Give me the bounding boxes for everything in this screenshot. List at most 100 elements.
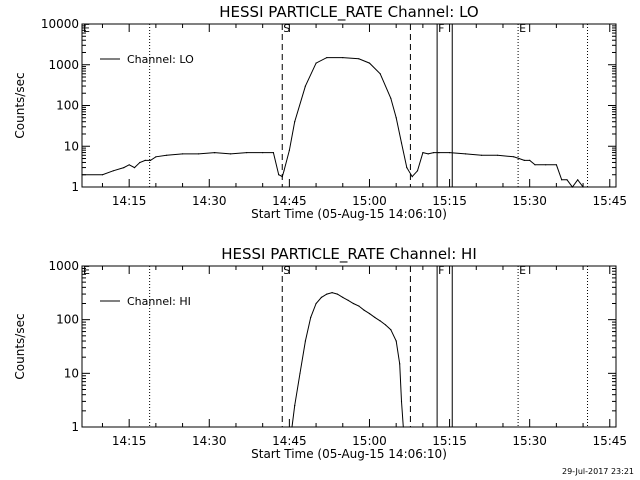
data-point xyxy=(534,164,536,166)
data-point xyxy=(374,316,376,318)
data-point xyxy=(288,149,290,151)
data-point xyxy=(497,154,499,156)
x-tick-label: 15:00 xyxy=(352,434,387,448)
data-point xyxy=(577,179,579,181)
data-point xyxy=(523,159,525,161)
data-point xyxy=(326,57,328,59)
data-point xyxy=(294,405,296,407)
chart-title: HESSI PARTICLE_RATE Channel: LO xyxy=(219,3,478,22)
chart-hi: HESSI PARTICLE_RATE Channel: HI 1 10 100 100… xyxy=(13,245,627,461)
data-point xyxy=(128,164,130,166)
data-point xyxy=(342,296,344,298)
data-point xyxy=(582,186,584,188)
data-point xyxy=(384,324,387,326)
x-tick-label: 14:45 xyxy=(272,194,307,208)
data-point xyxy=(294,121,296,123)
data-point xyxy=(315,62,317,64)
data-point xyxy=(310,316,312,318)
data-point xyxy=(315,302,317,305)
x-tick-label: 15:00 xyxy=(352,194,387,208)
data-point xyxy=(133,167,136,169)
event-marker-label: S xyxy=(283,264,290,277)
data-point xyxy=(368,62,371,64)
x-tick-label: 14:15 xyxy=(112,194,147,208)
data-point xyxy=(230,153,232,155)
data-point xyxy=(144,159,146,161)
data-point xyxy=(331,292,333,294)
x-tick-label: 15:15 xyxy=(432,194,467,208)
data-point xyxy=(214,152,216,154)
data-point xyxy=(399,363,401,365)
data-point xyxy=(379,320,381,322)
data-point xyxy=(465,153,467,155)
legend-label: Channel: HI xyxy=(127,295,191,308)
data-point xyxy=(246,152,248,154)
event-marker-label: E xyxy=(83,264,90,277)
y-tick-label: 10000 xyxy=(41,17,79,31)
data-point xyxy=(347,299,349,301)
data-point xyxy=(566,179,568,181)
data-point xyxy=(395,340,397,342)
series-line xyxy=(82,57,584,188)
x-tick-label: 15:15 xyxy=(432,434,467,448)
data-point xyxy=(198,153,200,155)
data-point xyxy=(112,170,114,172)
data-point xyxy=(390,97,392,99)
y-tick-label: 10 xyxy=(64,139,79,153)
event-marker-label: F xyxy=(438,22,444,35)
data-point xyxy=(422,152,424,154)
data-point xyxy=(427,153,429,155)
data-point xyxy=(342,57,344,59)
data-point xyxy=(529,159,531,161)
data-point xyxy=(149,159,152,161)
data-point xyxy=(352,302,354,305)
data-point xyxy=(513,156,515,158)
series-line xyxy=(291,292,404,428)
plot-frame xyxy=(81,23,617,188)
data-point xyxy=(326,293,328,295)
y-tick-label: 1 xyxy=(71,420,79,434)
data-point xyxy=(400,400,403,402)
data-point xyxy=(358,58,360,60)
data-point xyxy=(182,153,184,155)
y-tick-label: 1000 xyxy=(48,259,79,273)
x-tick-label: 14:30 xyxy=(192,194,227,208)
event-marker-label: E xyxy=(83,22,90,35)
data-point xyxy=(561,179,563,181)
data-point xyxy=(262,152,264,154)
event-marker-label: E xyxy=(519,264,526,277)
data-point xyxy=(123,167,125,169)
event-marker-label: E xyxy=(519,22,526,35)
data-point xyxy=(406,167,408,169)
data-point xyxy=(320,296,322,298)
y-axis-label: Counts/sec xyxy=(13,72,27,138)
data-point xyxy=(368,313,371,315)
data-point xyxy=(304,340,306,342)
x-tick-label: 15:45 xyxy=(592,194,627,208)
x-axis-label: Start Time (05-Aug-15 14:06:10) xyxy=(251,447,447,461)
data-point xyxy=(390,329,392,331)
data-point xyxy=(278,174,280,176)
data-point xyxy=(363,309,365,311)
footer-timestamp: 29-Jul-2017 23:21 xyxy=(561,467,634,476)
data-point xyxy=(400,142,403,144)
data-point xyxy=(555,164,558,166)
y-axis-label: Counts/sec xyxy=(13,313,27,379)
data-point xyxy=(304,85,306,87)
x-tick-label: 14:15 xyxy=(112,434,147,448)
data-point xyxy=(518,157,520,160)
data-point xyxy=(395,117,397,119)
data-point xyxy=(299,372,301,374)
event-marker-label: S xyxy=(283,22,290,35)
data-point xyxy=(139,161,141,164)
data-point xyxy=(283,170,285,172)
data-point xyxy=(402,426,404,428)
data-point xyxy=(81,174,83,176)
data-point xyxy=(449,152,451,154)
data-point xyxy=(438,152,440,154)
y-tick-label: 10 xyxy=(64,366,79,380)
chart-lo: HESSI PARTICLE_RATE Channel: LO 1 10 100 100… xyxy=(13,3,627,221)
chart-title: HESSI PARTICLE_RATE Channel: HI xyxy=(221,245,477,264)
y-tick-label: 1000 xyxy=(48,58,79,72)
